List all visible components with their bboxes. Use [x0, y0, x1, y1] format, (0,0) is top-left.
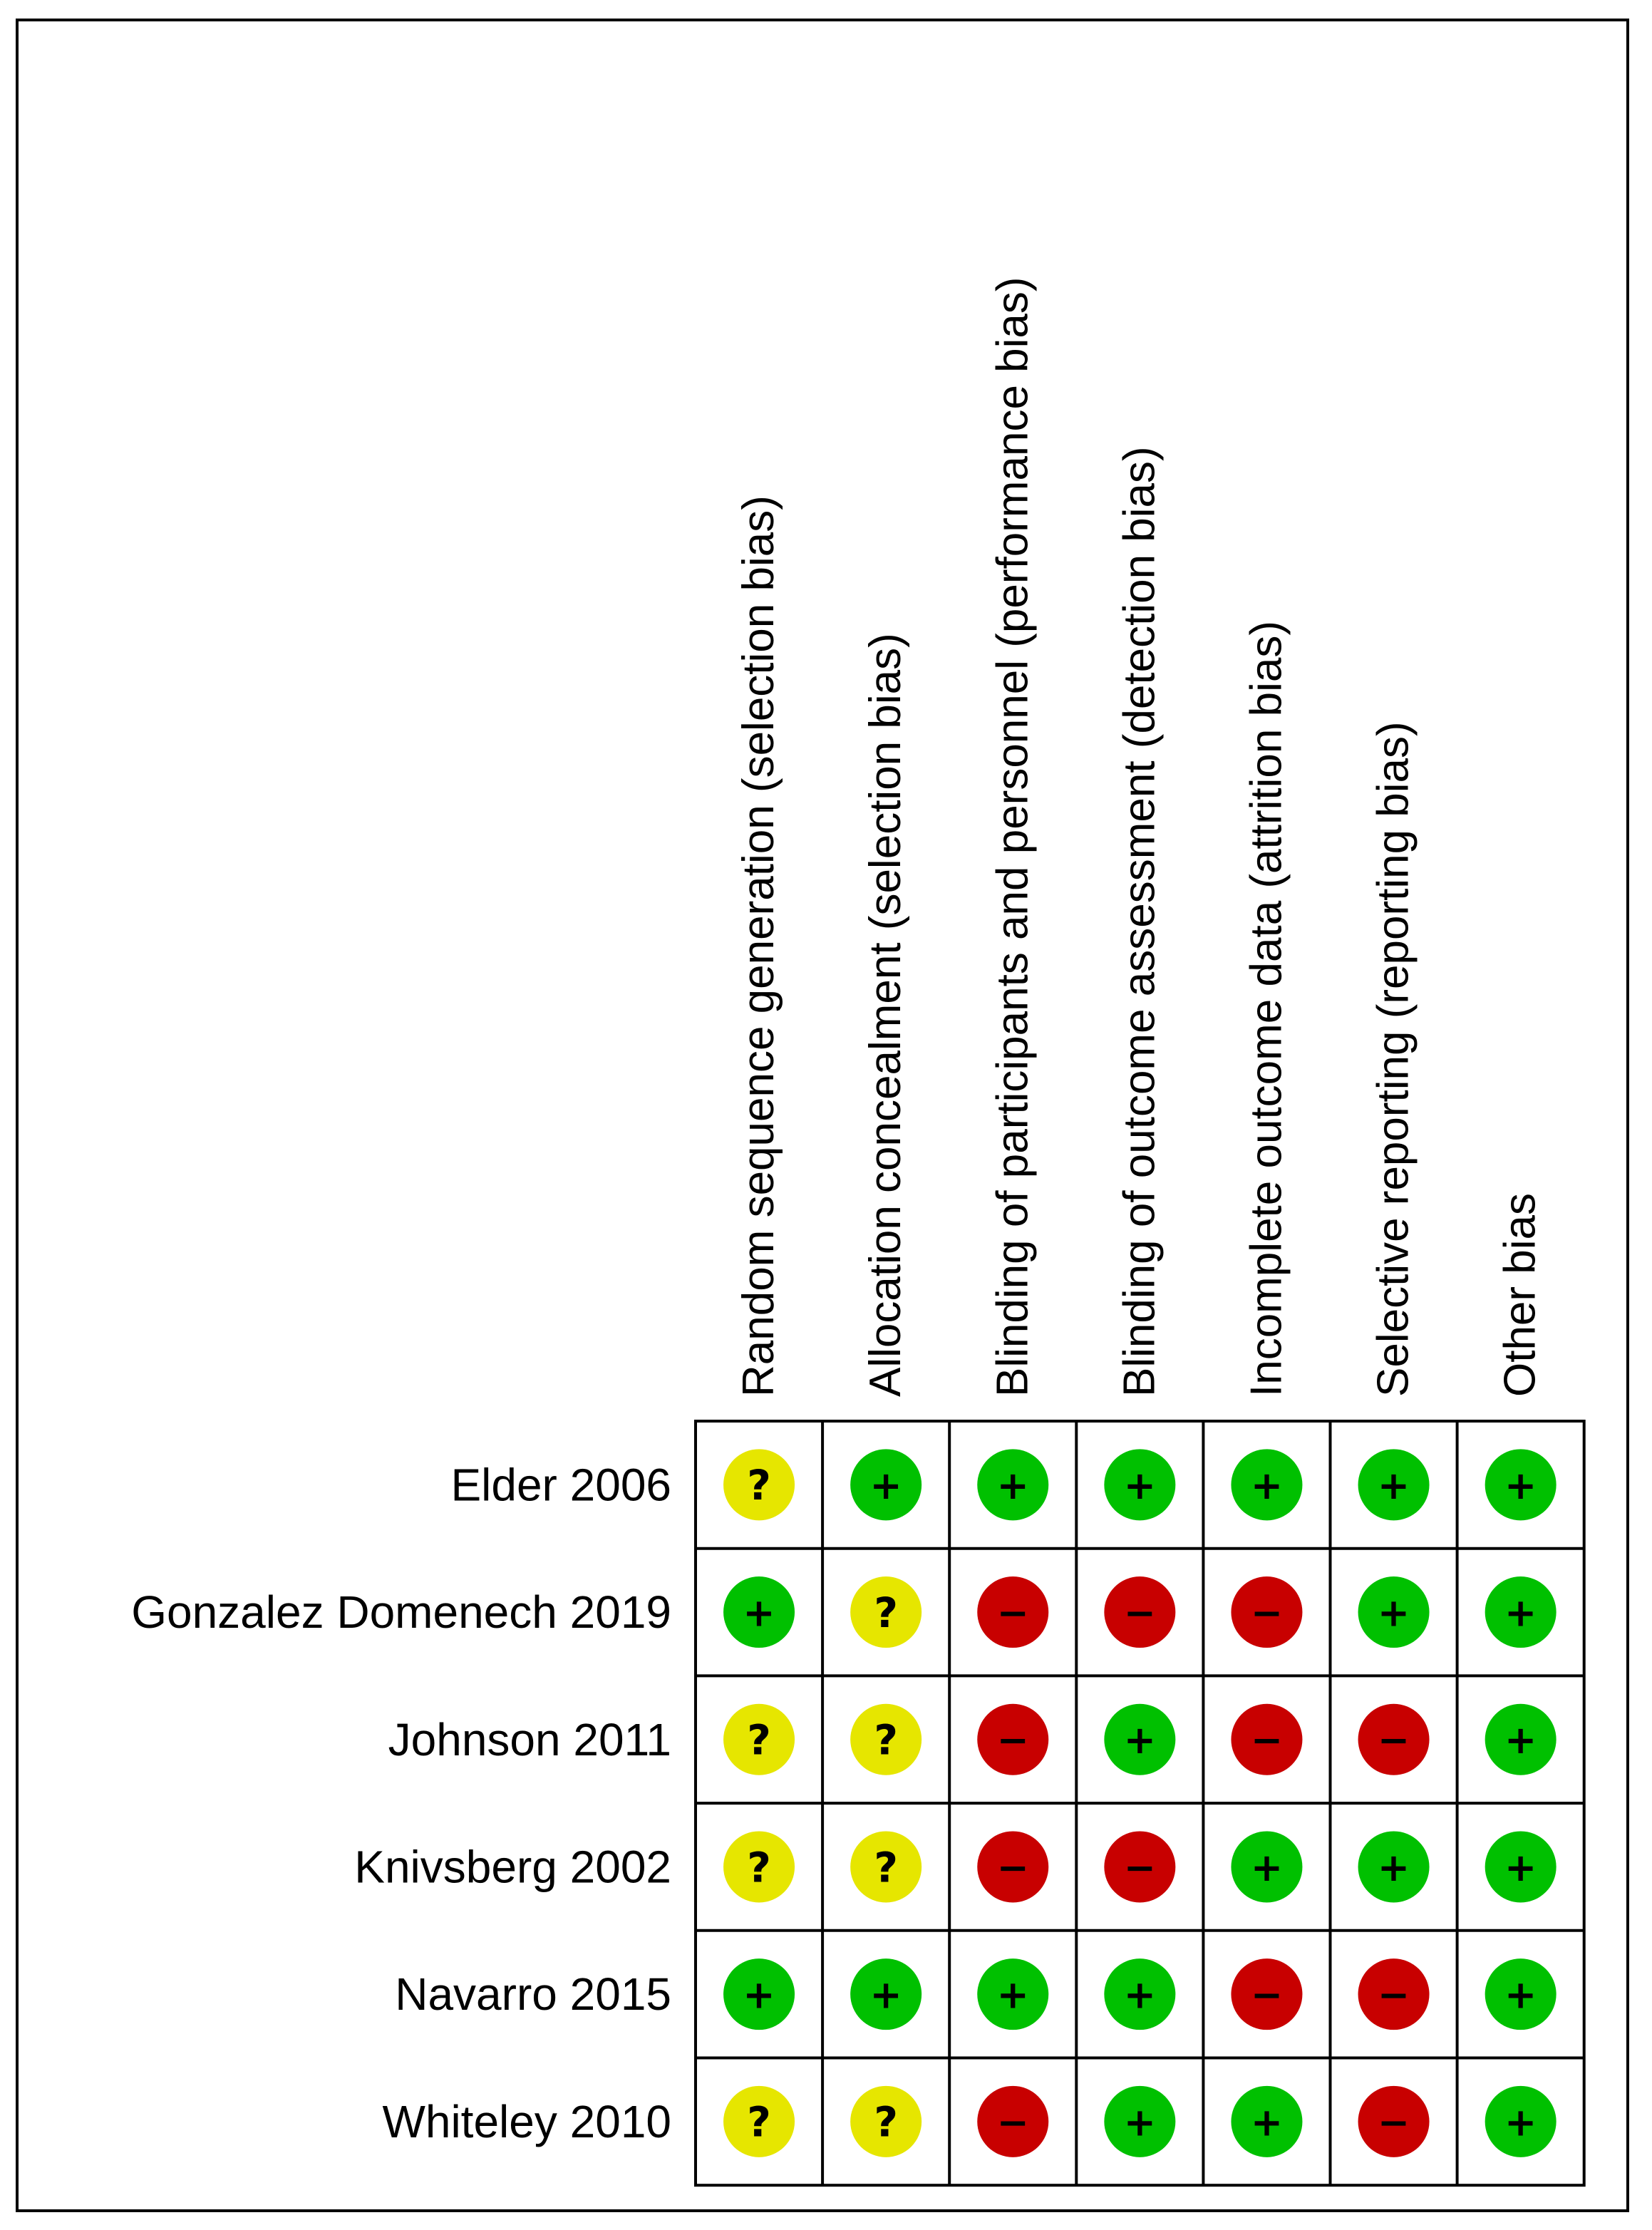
high-risk-symbol: − [1124, 1845, 1156, 1890]
unclear-risk-symbol: ? [874, 2098, 898, 2147]
high-risk-symbol: − [1251, 1590, 1283, 1635]
high-risk-marker [1358, 1703, 1430, 1775]
low-risk-symbol: + [1504, 1845, 1537, 1890]
row-label: Johnson 2011 [388, 1714, 671, 1765]
unclear-risk-symbol: ? [747, 1843, 771, 1891]
low-risk-symbol: + [743, 1973, 775, 2018]
unclear-risk-marker [850, 1576, 922, 1648]
high-risk-symbol: − [997, 2100, 1029, 2144]
unclear-risk-marker [850, 1703, 922, 1775]
low-risk-symbol: + [1504, 1718, 1537, 1762]
unclear-risk-symbol: ? [874, 1589, 898, 1637]
low-risk-symbol: + [743, 1590, 775, 1635]
high-risk-marker [1231, 1576, 1303, 1648]
low-risk-symbol: + [870, 1973, 902, 2018]
low-risk-marker [1358, 1576, 1430, 1648]
low-risk-marker [850, 1449, 922, 1521]
high-risk-marker [1231, 1703, 1303, 1775]
unclear-risk-symbol: ? [874, 1716, 898, 1765]
low-risk-symbol: + [1124, 2100, 1156, 2144]
low-risk-symbol: + [870, 1463, 902, 1508]
high-risk-marker [1104, 1831, 1176, 1903]
low-risk-symbol: + [1378, 1845, 1410, 1890]
low-risk-marker [1485, 1449, 1557, 1521]
high-risk-symbol: − [1251, 1973, 1283, 2018]
low-risk-symbol: + [1504, 1463, 1537, 1508]
low-risk-marker [1485, 1576, 1557, 1648]
low-risk-marker [1485, 1831, 1557, 1903]
high-risk-symbol: − [997, 1845, 1029, 1890]
low-risk-marker [1358, 1831, 1430, 1903]
high-risk-marker [1104, 1576, 1176, 1648]
unclear-risk-marker [850, 2085, 922, 2157]
high-risk-symbol: − [1378, 2100, 1410, 2144]
low-risk-marker [1104, 1449, 1176, 1521]
low-risk-symbol: + [1124, 1718, 1156, 1762]
unclear-risk-symbol: ? [747, 2098, 771, 2147]
low-risk-marker [977, 1958, 1049, 2030]
low-risk-marker [1104, 1958, 1176, 2030]
low-risk-marker [1358, 1449, 1430, 1521]
row-label: Gonzalez Domenech 2019 [131, 1586, 671, 1638]
high-risk-symbol: − [997, 1718, 1029, 1762]
column-label: Blinding of participants and personnel (… [988, 277, 1037, 1397]
high-risk-marker [977, 1576, 1049, 1648]
low-risk-marker [1485, 1958, 1557, 2030]
low-risk-marker [977, 1449, 1049, 1521]
high-risk-marker [977, 1703, 1049, 1775]
row-label: Navarro 2015 [395, 1968, 671, 2020]
high-risk-marker [977, 1831, 1049, 1903]
low-risk-symbol: + [997, 1973, 1029, 2018]
unclear-risk-marker [723, 1831, 795, 1903]
column-label: Other bias [1496, 1193, 1545, 1397]
low-risk-symbol: + [1251, 1845, 1283, 1890]
low-risk-symbol: + [1124, 1973, 1156, 2018]
high-risk-symbol: − [1124, 1590, 1156, 1635]
unclear-risk-symbol: ? [747, 1461, 771, 1509]
unclear-risk-marker [723, 2085, 795, 2157]
unclear-risk-marker [723, 1449, 795, 1521]
high-risk-marker [1358, 2085, 1430, 2157]
low-risk-symbol: + [1504, 1590, 1537, 1635]
low-risk-marker [1231, 1449, 1303, 1521]
low-risk-symbol: + [1251, 2100, 1283, 2144]
unclear-risk-symbol: ? [747, 1716, 771, 1765]
low-risk-marker [1104, 2085, 1176, 2157]
row-label: Elder 2006 [450, 1459, 671, 1510]
low-risk-symbol: + [1124, 1463, 1156, 1508]
low-risk-marker [1104, 1703, 1176, 1775]
high-risk-symbol: − [997, 1590, 1029, 1635]
unclear-risk-symbol: ? [874, 1843, 898, 1891]
low-risk-symbol: + [997, 1463, 1029, 1508]
low-risk-marker [1231, 1831, 1303, 1903]
low-risk-symbol: + [1251, 1463, 1283, 1508]
unclear-risk-marker [723, 1703, 795, 1775]
low-risk-symbol: + [1378, 1463, 1410, 1508]
column-label: Random sequence generation (selection bi… [734, 495, 783, 1397]
high-risk-marker [1358, 1958, 1430, 2030]
column-label: Blinding of outcome assessment (detectio… [1115, 446, 1164, 1397]
high-risk-symbol: − [1251, 1718, 1283, 1762]
low-risk-marker [1485, 1703, 1557, 1775]
high-risk-marker [1231, 1958, 1303, 2030]
low-risk-symbol: + [1378, 1590, 1410, 1635]
low-risk-marker [723, 1958, 795, 2030]
low-risk-symbol: + [1504, 1973, 1537, 2018]
low-risk-marker [1231, 2085, 1303, 2157]
column-label: Selective reporting (reporting bias) [1369, 721, 1418, 1397]
row-label: Knivsberg 2002 [354, 1841, 671, 1892]
unclear-risk-marker [850, 1831, 922, 1903]
column-label: Allocation concealment (selection bias) [861, 633, 910, 1397]
high-risk-marker [977, 2085, 1049, 2157]
high-risk-symbol: − [1378, 1973, 1410, 2018]
low-risk-symbol: + [1504, 2100, 1537, 2144]
low-risk-marker [1485, 2085, 1557, 2157]
high-risk-symbol: − [1378, 1718, 1410, 1762]
low-risk-marker [850, 1958, 922, 2030]
row-label: Whiteley 2010 [382, 2096, 671, 2147]
column-label: Incomplete outcome data (attrition bias) [1241, 621, 1291, 1397]
low-risk-marker [723, 1576, 795, 1648]
